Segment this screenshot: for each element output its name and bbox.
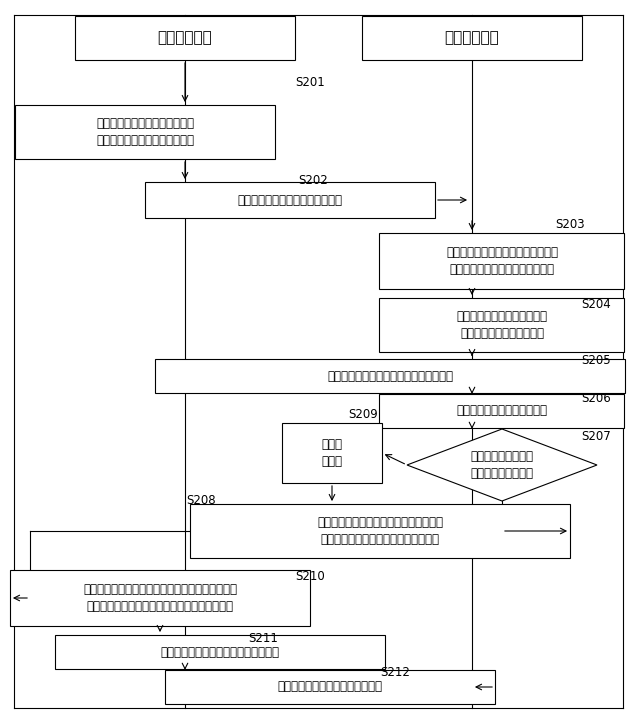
Text: S206: S206 [581, 391, 611, 404]
Text: 接收发送所述答复信息的指令: 接收发送所述答复信息的指令 [457, 404, 547, 417]
Text: S207: S207 [581, 429, 611, 442]
FancyBboxPatch shape [282, 423, 382, 483]
Text: S208: S208 [186, 494, 216, 507]
FancyBboxPatch shape [75, 16, 295, 60]
FancyBboxPatch shape [165, 670, 495, 704]
Text: 验证答复信息携带的
标识是否为本端标识: 验证答复信息携带的 标识是否为本端标识 [471, 450, 534, 480]
Text: S212: S212 [380, 667, 410, 680]
Text: S203: S203 [555, 218, 585, 231]
Text: 将数据发送到选定的第二移动设备: 将数据发送到选定的第二移动设备 [238, 194, 343, 207]
FancyBboxPatch shape [380, 394, 624, 428]
Text: S205: S205 [581, 354, 611, 367]
Text: S202: S202 [298, 174, 328, 187]
FancyBboxPatch shape [190, 504, 570, 558]
Text: S204: S204 [581, 297, 611, 310]
Text: 提示验
证失败: 提示验 证失败 [322, 438, 343, 468]
FancyBboxPatch shape [145, 182, 435, 218]
FancyBboxPatch shape [15, 105, 275, 159]
Text: 所述第二移动设备接收根据所
述数据对应填入的答复信息: 所述第二移动设备接收根据所 述数据对应填入的答复信息 [457, 310, 547, 340]
Text: S209: S209 [348, 408, 378, 422]
Text: 将数据发送到选定的第二移动设备: 将数据发送到选定的第二移动设备 [278, 680, 382, 693]
FancyBboxPatch shape [362, 16, 582, 60]
Polygon shape [407, 429, 597, 501]
Text: 接收第二移动设备返回的答复信息，并存储返回所
述答复信息对应的第二移动设备设备对应的标识: 接收第二移动设备返回的答复信息，并存储返回所 述答复信息对应的第二移动设备设备对… [83, 583, 237, 613]
Text: 接收根据所述答复信息填入的批改信息: 接收根据所述答复信息填入的批改信息 [161, 646, 280, 659]
Text: 根据存储的所述第一移动设备对应的标识
将所述答复信息返回所述第一移动设备: 根据存储的所述第一移动设备对应的标识 将所述答复信息返回所述第一移动设备 [317, 516, 443, 546]
Text: 对填入的答复信息通过本端标识进行加密: 对填入的答复信息通过本端标识进行加密 [327, 369, 453, 382]
Text: 第二移动设备: 第二移动设备 [445, 30, 499, 46]
FancyBboxPatch shape [380, 298, 624, 352]
Text: S201: S201 [295, 75, 325, 88]
Text: 所述第二移动设备接收所述数据，并
存储所述第一移动设备对应的标识: 所述第二移动设备接收所述数据，并 存储所述第一移动设备对应的标识 [446, 246, 558, 276]
Text: S210: S210 [295, 570, 325, 583]
FancyBboxPatch shape [55, 635, 385, 669]
Text: 第一移动设备: 第一移动设备 [157, 30, 212, 46]
FancyBboxPatch shape [10, 570, 310, 626]
FancyBboxPatch shape [155, 359, 625, 393]
FancyBboxPatch shape [380, 233, 624, 289]
Text: S211: S211 [248, 631, 278, 644]
Text: 根据预先关联设置的至少一个组
标识选定至少一个第二移动设备: 根据预先关联设置的至少一个组 标识选定至少一个第二移动设备 [96, 117, 194, 147]
